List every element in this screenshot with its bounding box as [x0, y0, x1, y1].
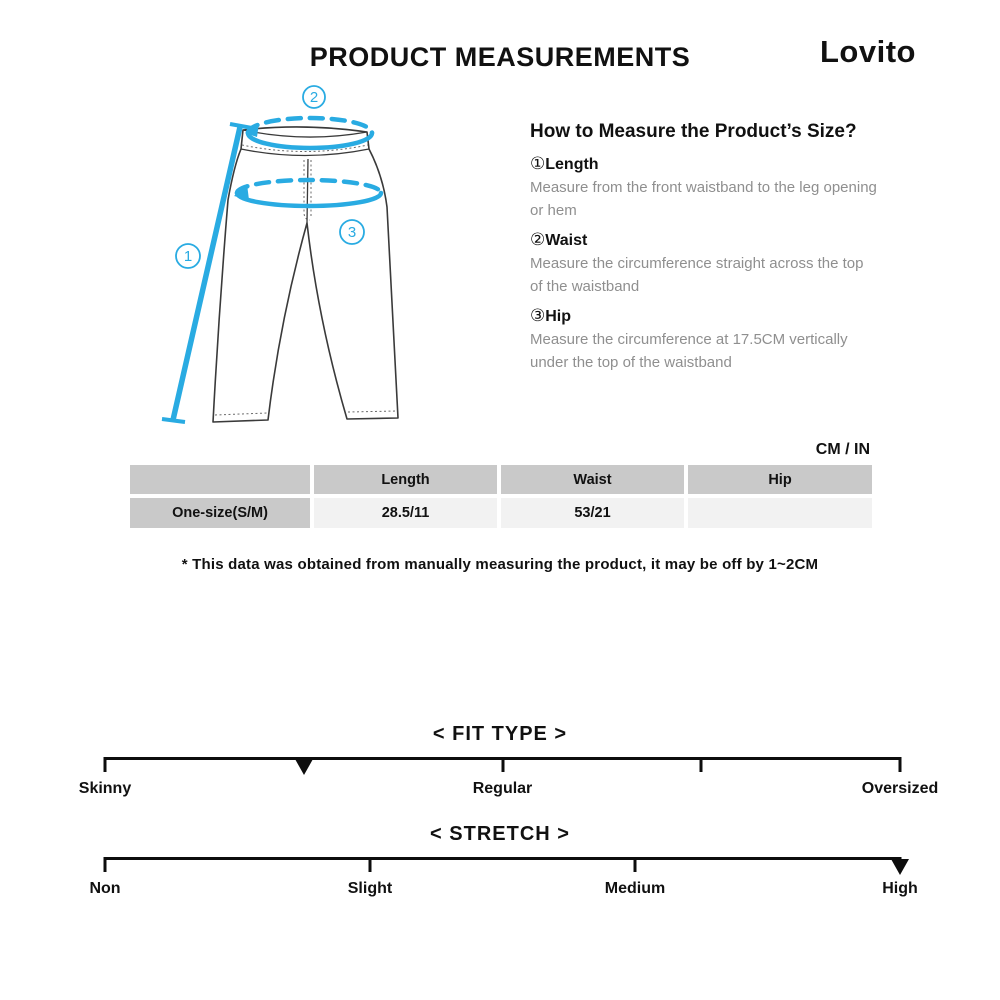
item-3-title: Hip [545, 308, 572, 325]
howto-section: How to Measure the Product’s Size? ①Leng… [530, 121, 910, 374]
scale-label: Oversized [861, 780, 939, 797]
page-title: PRODUCT MEASUREMENTS [309, 42, 691, 72]
item-1-title: Length [545, 156, 599, 173]
scale-label: Skinny [78, 780, 132, 797]
scale-title: < FIT TYPE > [432, 723, 568, 745]
scale-title: < STRETCH > [430, 823, 570, 845]
scale-label: Slight [347, 880, 393, 897]
scale-label: High [882, 880, 918, 897]
pants-drawing: 2 1 3 [161, 85, 399, 424]
center-seam [306, 158, 309, 224]
scale-tick [501, 757, 504, 772]
callout-2-circle [302, 85, 326, 109]
item-2-title: Waist [545, 232, 588, 249]
footnote: * This data was obtained from manually m… [181, 556, 819, 573]
scale-line [105, 857, 900, 860]
item-1-number: ① [530, 154, 546, 173]
scale-tick [699, 757, 703, 772]
product-diagram: 2 1 3 [155, 80, 475, 440]
scale-tick [368, 857, 372, 872]
waistband-bottom-seam [240, 148, 370, 157]
length-measure-line [170, 126, 243, 421]
waist-measure-solid [245, 130, 375, 151]
right-hem-stitch [347, 410, 398, 413]
measure-item-label: ①Length [530, 153, 910, 176]
measure-item-label: ②Waist [530, 229, 910, 252]
scale-marker-triangle [294, 759, 313, 775]
howto-heading: How to Measure the Product’s Size? [530, 121, 857, 142]
brand-logo: Lovito [820, 34, 916, 69]
callout-1-num: 1 [184, 248, 192, 265]
pants-outline [212, 126, 399, 423]
scale-label: Non [89, 880, 121, 897]
callout-2-num: 2 [310, 89, 318, 106]
waist-value-cell: 53/21 [501, 498, 684, 528]
waistband-stitch [241, 144, 369, 152]
length-measure-cap-bottom [161, 417, 186, 424]
length-value-cell: 28.5/11 [314, 498, 497, 528]
scale-tick [898, 757, 902, 772]
length-measure-cap-top [229, 122, 253, 130]
waist-measure-arrow [245, 123, 259, 137]
scale-label: Regular [472, 780, 533, 797]
unit-label: CM / IN [815, 441, 870, 458]
measure-item-desc: Measure from the front waistband to the … [530, 179, 877, 219]
size-table: Length Waist Hip One-size(S/M) 28.5/11 5… [130, 465, 872, 528]
hip-measure-arrow [234, 184, 249, 200]
scale-tick [103, 757, 107, 772]
table-header-cell-hip: Hip [688, 465, 872, 494]
table-header-cell [130, 465, 310, 494]
scale-tick [633, 857, 637, 872]
measure-item-desc: Measure the circumference straight acros… [530, 255, 864, 295]
table-header-cell-length: Length [314, 465, 497, 494]
item-2-number: ② [530, 230, 546, 249]
scale-tick [103, 857, 107, 872]
fit-type-scale: < FIT TYPE > Skinny Regular Oversized [0, 723, 1000, 818]
item-3-number: ③ [530, 306, 546, 325]
stretch-scale: < STRETCH > Non Slight Medium High [0, 823, 1000, 918]
hip-value-cell [688, 498, 872, 528]
scale-ruler: Skinny Regular Oversized [79, 757, 938, 817]
scale-ruler: Non Slight Medium High [89, 857, 918, 917]
size-row-label: One-size(S/M) [130, 498, 310, 528]
measure-item-label: ③Hip [530, 305, 910, 328]
callout-1-circle [175, 243, 201, 269]
measure-item-desc: Measure the circumference at 17.5CM vert… [530, 331, 848, 371]
scale-label: Medium [604, 880, 666, 897]
scale-marker-triangle [891, 859, 909, 875]
callout-3-circle [339, 219, 365, 245]
table-header-cell-waist: Waist [501, 465, 684, 494]
callout-3-num: 3 [348, 224, 356, 241]
